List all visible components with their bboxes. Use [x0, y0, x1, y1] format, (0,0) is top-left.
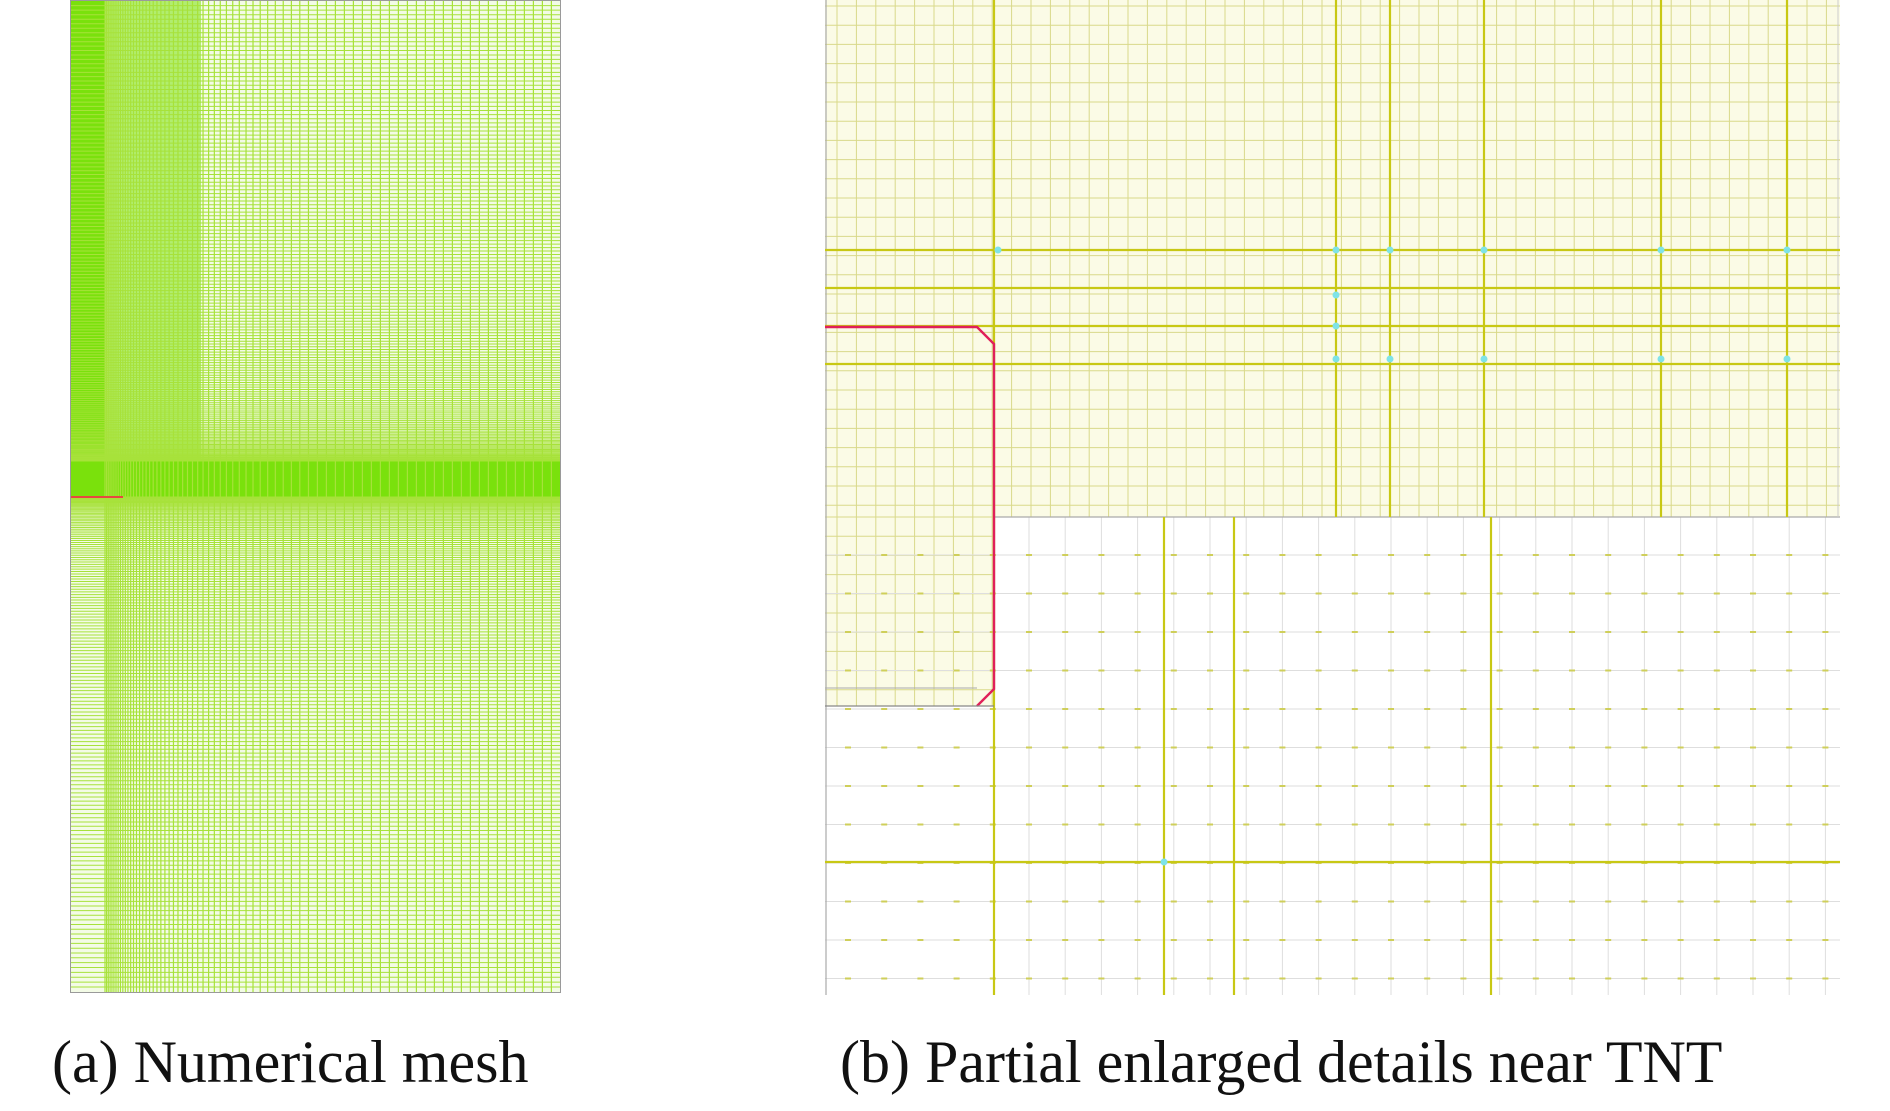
lower-left-region	[825, 706, 994, 995]
mesh-node-marker	[1386, 355, 1394, 363]
enlarged-details-panel	[825, 0, 1840, 995]
mesh-node-marker	[1657, 246, 1665, 254]
mesh-node-marker	[1480, 246, 1488, 254]
upper-fine-mesh-region	[825, 0, 1840, 517]
mesh-node-marker	[1480, 355, 1488, 363]
mesh-node-marker	[1332, 355, 1340, 363]
tnt-column-region	[825, 517, 994, 706]
lower-coarse-region	[994, 517, 1840, 995]
mesh-node-marker	[994, 246, 1002, 254]
mesh-node-marker	[1657, 355, 1665, 363]
caption-partial-enlarged-details: (b) Partial enlarged details near TNT	[840, 1029, 1723, 1095]
numerical-mesh-panel	[70, 0, 561, 993]
mesh-node-marker	[1783, 246, 1791, 254]
caption-numerical-mesh: (a) Numerical mesh	[52, 1029, 529, 1095]
tnt-boundary-line	[825, 325, 996, 707]
mesh-node-marker	[1783, 355, 1791, 363]
numerical-mesh-diagram	[71, 1, 560, 992]
mesh-node-marker	[1332, 246, 1340, 254]
enlarged-mesh-diagram	[825, 0, 1840, 995]
mesh-node-marker	[1332, 291, 1340, 299]
mesh-node-marker	[1160, 858, 1168, 866]
mesh-node-marker	[1332, 322, 1340, 330]
mesh-node-marker	[1386, 246, 1394, 254]
